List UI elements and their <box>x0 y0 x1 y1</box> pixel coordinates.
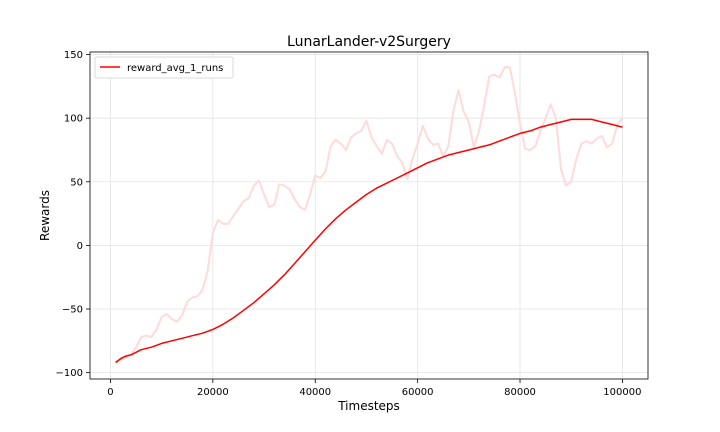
legend: reward_avg_1_runs <box>94 56 234 79</box>
y-axis-label: Rewards <box>38 190 52 241</box>
x-tick-label: 20000 <box>197 387 229 398</box>
chart-title: LunarLander-v2Surgery <box>287 34 451 50</box>
legend-entry-label: reward_avg_1_runs <box>127 63 223 74</box>
y-tick-label: 100 <box>64 114 83 125</box>
x-axis-label: Timesteps <box>337 399 400 413</box>
series-layer <box>115 118 623 364</box>
raw-series-layer <box>115 66 624 364</box>
ticks-layer: 0 20000 40000 60000 80000 100000 −100 −50 0 50 100… <box>56 50 642 398</box>
y-tick-label: 150 <box>64 50 83 61</box>
x-tick-label: 0 <box>107 387 113 398</box>
y-tick-label: −100 <box>56 368 83 379</box>
plot-frame <box>89 51 649 380</box>
x-tick-label: 60000 <box>402 387 434 398</box>
series-line-reward-avg-1-runs <box>115 118 623 364</box>
y-tick-label: 0 <box>77 241 83 252</box>
y-tick-label: −50 <box>62 305 83 316</box>
y-tick-label: 50 <box>70 177 83 188</box>
raw-reward-line <box>115 66 624 364</box>
x-tick-label: 40000 <box>299 387 331 398</box>
x-tick-label: 80000 <box>504 387 536 398</box>
legend-box <box>94 56 234 79</box>
x-tick-label: 100000 <box>603 387 641 398</box>
